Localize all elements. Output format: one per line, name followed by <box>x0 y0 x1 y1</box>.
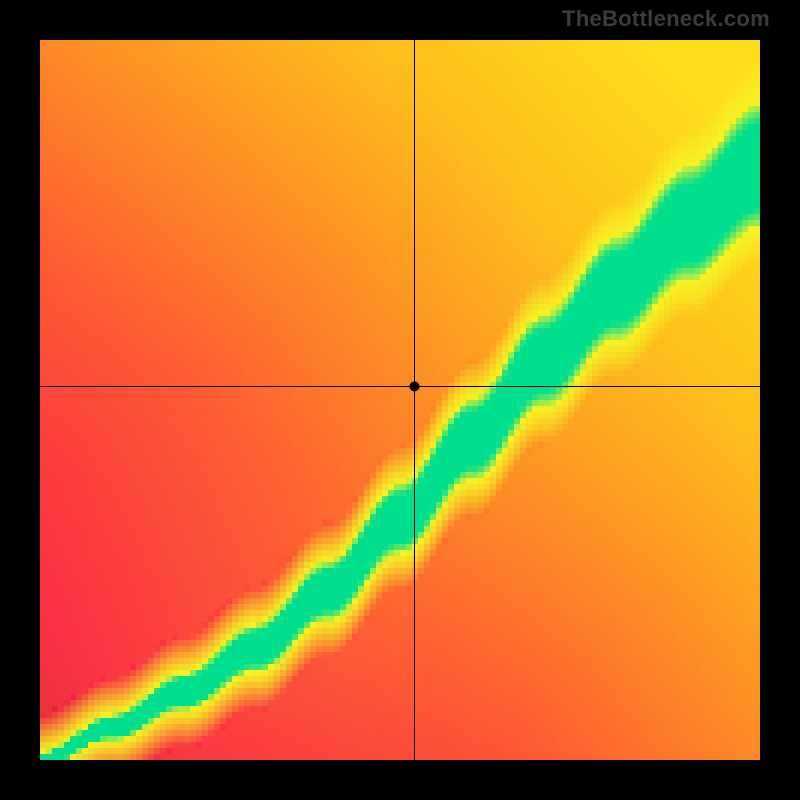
watermark-text: TheBottleneck.com <box>562 6 770 32</box>
bottleneck-heatmap <box>40 40 760 760</box>
chart-container: TheBottleneck.com <box>0 0 800 800</box>
